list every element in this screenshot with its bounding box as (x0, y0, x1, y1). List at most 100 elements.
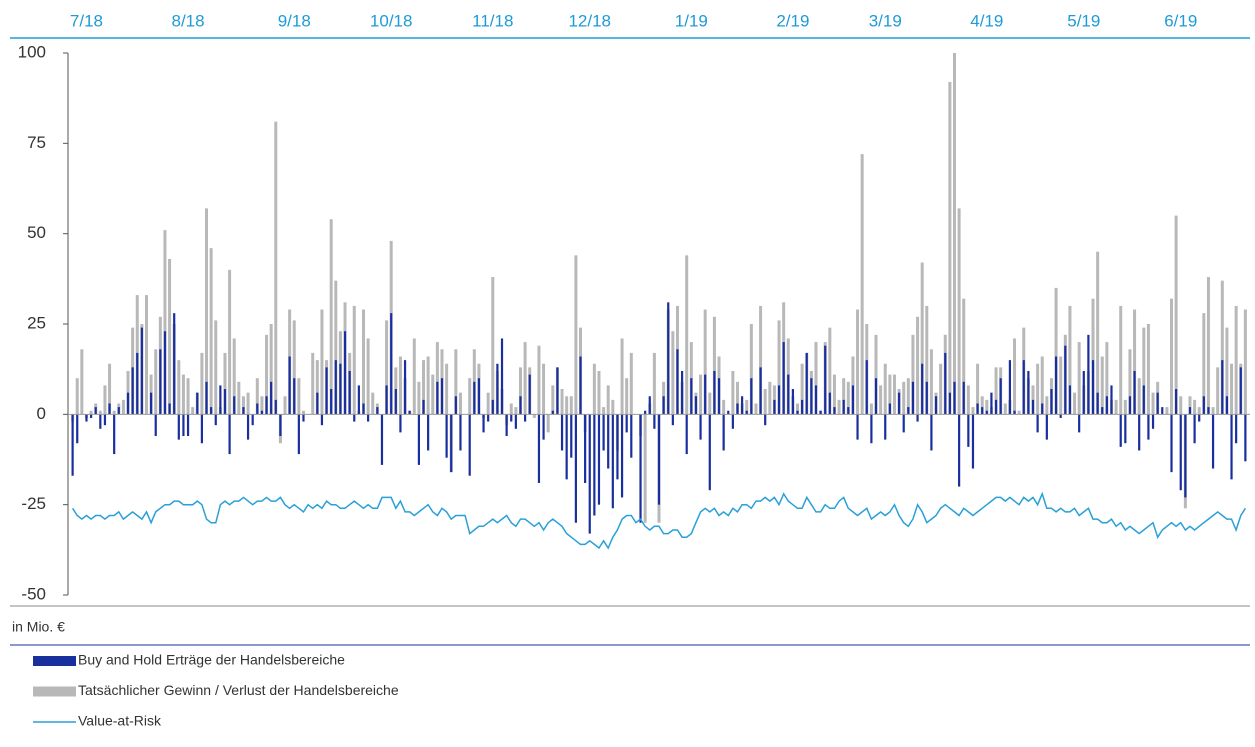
bar (329, 219, 333, 415)
bar (270, 381, 273, 415)
bar (925, 305, 929, 415)
bar (565, 396, 569, 415)
bar (921, 363, 924, 415)
bar (966, 385, 970, 415)
bar (154, 349, 158, 415)
bar (657, 414, 661, 505)
bar (787, 374, 790, 415)
bar (121, 399, 125, 415)
bar (920, 262, 924, 415)
bar (459, 414, 462, 451)
bar (847, 407, 850, 415)
bar (1031, 399, 1035, 415)
bar (828, 392, 831, 415)
bar (182, 414, 185, 437)
bar (223, 389, 227, 415)
bar (1147, 414, 1150, 440)
bar (620, 414, 624, 498)
bar (597, 414, 601, 505)
bar (316, 392, 319, 415)
legend-label: Buy and Hold Erträge der Handelsbereiche (78, 652, 345, 668)
bar (385, 385, 388, 415)
bar (1216, 367, 1220, 415)
bar (569, 396, 573, 415)
bar (1128, 396, 1132, 415)
bar (745, 410, 748, 415)
bar (260, 410, 264, 415)
bar (265, 396, 268, 415)
bar (242, 407, 245, 415)
bar (874, 334, 878, 415)
bar (824, 345, 827, 415)
bar (971, 407, 975, 415)
bar (735, 381, 739, 415)
bar (1243, 309, 1247, 415)
bar (944, 352, 947, 415)
x-tick-label: 11/18 (472, 11, 513, 30)
bar (473, 381, 476, 415)
bar (948, 392, 951, 415)
bar (1188, 407, 1192, 415)
bar (422, 399, 425, 415)
bar (1230, 414, 1233, 480)
bar (865, 360, 868, 415)
bar (398, 356, 402, 415)
bar (1096, 392, 1099, 415)
bar (537, 345, 541, 415)
bar (763, 389, 767, 415)
bar (574, 255, 578, 415)
bar (1138, 414, 1141, 451)
bar (352, 305, 356, 415)
bar (435, 342, 439, 415)
bar (293, 378, 296, 415)
bar (712, 316, 716, 415)
bar (1059, 414, 1062, 418)
bar (837, 399, 841, 415)
bar (985, 410, 988, 415)
bar (934, 396, 938, 415)
bar (629, 352, 633, 415)
bar (279, 414, 282, 437)
bar (1151, 392, 1155, 415)
bar (870, 414, 873, 444)
bar (708, 392, 712, 415)
bar (929, 349, 933, 415)
bar (1119, 305, 1123, 415)
bar (320, 309, 324, 415)
bar (1161, 407, 1164, 415)
bar (1193, 399, 1197, 415)
bar (1133, 309, 1137, 415)
bar (892, 374, 896, 415)
bar (330, 389, 333, 415)
bar (796, 403, 800, 415)
bar (1003, 403, 1007, 415)
bar (800, 363, 804, 415)
x-tick-label: 2/19 (776, 11, 809, 30)
bar (98, 410, 102, 415)
bar (953, 381, 956, 415)
y-tick-label: 25 (27, 313, 46, 332)
bar (579, 356, 582, 415)
bar (662, 396, 665, 415)
bar (159, 349, 162, 415)
bar (496, 363, 499, 415)
bar (412, 338, 416, 415)
bar (1013, 410, 1016, 415)
bar (154, 414, 157, 437)
bar (288, 356, 291, 415)
bar (1040, 356, 1044, 415)
bar (976, 403, 979, 415)
bar (602, 407, 606, 415)
bar (1059, 356, 1063, 415)
bar (731, 414, 734, 429)
bar (75, 378, 79, 415)
bar (1133, 370, 1136, 415)
bar (967, 414, 970, 447)
bar (357, 385, 360, 415)
bar (80, 349, 84, 415)
bar (911, 334, 915, 415)
bar (990, 392, 993, 415)
bar (717, 378, 721, 415)
bar (1027, 370, 1030, 415)
bar (436, 381, 439, 415)
